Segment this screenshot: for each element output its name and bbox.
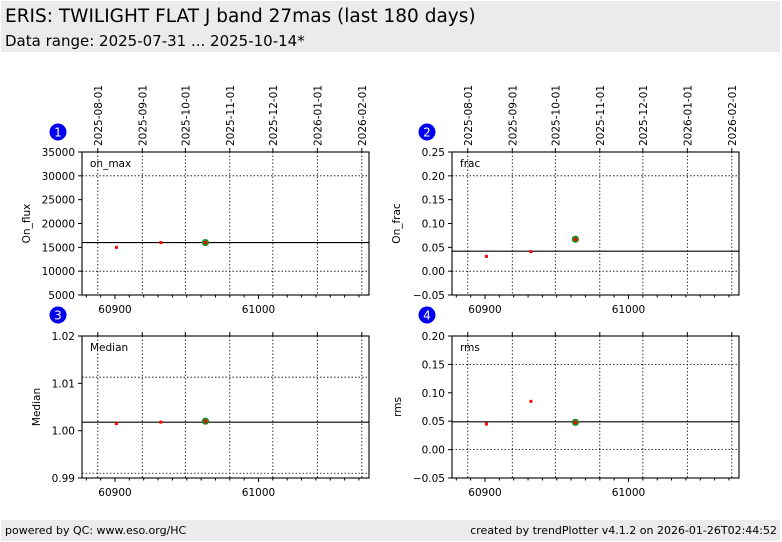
date-label: 2026-02-01 [357,85,369,146]
y-tick-label: 1.00 [52,426,75,438]
data-point [203,241,207,245]
y-tick-label: 0.10 [422,388,445,400]
y-tick-label: 1.02 [52,331,75,343]
data-point [573,237,577,241]
badge-number: 2 [423,126,431,140]
y-tick-label: 0.05 [422,242,445,254]
date-label: 2025-10-01 [550,85,562,146]
date-label: 2025-08-01 [93,85,105,146]
y-tick-label: 35000 [42,147,75,159]
badge-circle [418,306,436,324]
panel-number-badge: 2 [418,123,436,141]
date-label: 2025-09-01 [507,85,519,146]
x-tick-label: 61000 [242,487,275,499]
report-footer: powered by QC: www.eso.org/HC created by… [1,520,780,541]
report-header: ERIS: TWILIGHT FLAT J band 27mas (last 1… [1,1,780,52]
x-tick-label: 60900 [468,304,501,316]
data-point [529,250,533,254]
x-tick-label: 60900 [98,304,131,316]
y-tick-label: −0.05 [413,473,445,485]
panel-tag: Median [90,342,128,354]
date-label: 2025-12-01 [268,85,280,146]
y-tick-label: 0.15 [422,195,445,207]
x-tick-label: 60900 [468,487,501,499]
data-point [159,241,163,245]
data-point [573,420,577,424]
created-by: created by trendPlotter v4.1.2 on 2026-0… [470,524,777,537]
y-tick-label: 0.00 [422,445,445,457]
axes-frame [81,151,370,296]
y-tick-label: 0.25 [422,147,445,159]
y-axis-label: Median [31,388,43,426]
panel-number-badge: 3 [49,306,67,324]
x-tick-label: 61000 [612,304,645,316]
date-label: 2026-02-01 [727,85,739,146]
y-tick-label: 20000 [42,219,75,231]
data-point [114,245,118,249]
badge-circle [418,123,436,141]
data-point [484,254,488,258]
x-tick-label: 60900 [98,487,131,499]
y-tick-label: 0.20 [422,331,445,343]
data-range: Data range: 2025-07-31 ... 2025-10-14* [5,32,305,50]
badge-circle [49,306,67,324]
panel-number-badge: 4 [418,306,436,324]
y-tick-label: 0.10 [422,219,445,231]
panel-number-badge: 1 [49,123,67,141]
date-label: 2025-11-01 [595,85,607,146]
panel-tag: rms [460,342,480,354]
date-label: 2025-09-01 [137,85,149,146]
y-tick-label: 25000 [42,195,75,207]
y-tick-label: 1.01 [52,378,75,390]
x-tick-label: 61000 [612,487,645,499]
y-axis-label: rms [392,397,404,417]
data-point [159,420,163,424]
y-axis-label: On_flux [21,204,33,244]
powered-by: powered by QC: www.eso.org/HC [5,524,187,537]
panel-3: 60900 61000 1.02 1.01 1.00 0.99 Median Median 3 [31,306,370,499]
date-label: 2025-08-01 [463,85,475,146]
y-tick-label: 0.99 [52,473,75,485]
axes-frame [451,335,740,479]
y-tick-label: −0.05 [413,290,445,302]
badge-number: 3 [54,309,62,323]
date-label: 2025-10-01 [180,85,192,146]
date-label: 2026-01-01 [682,85,694,146]
y-axis-label: On_frac [391,203,403,244]
y-tick-label: 30000 [42,171,75,183]
axes-frame [81,335,370,479]
x-tick-label: 61000 [242,304,275,316]
panel-2: 2025-08-01 2025-09-01 2025-10-01 2025-11-01… [391,85,740,316]
date-label: 2025-11-01 [225,85,237,146]
badge-number: 4 [423,309,431,323]
panel-tag: frac [460,158,480,170]
y-tick-label: 15000 [42,242,75,254]
y-tick-label: 0.05 [422,416,445,428]
data-point [529,399,533,403]
y-tick-label: 5000 [48,290,75,302]
date-label: 2026-01-01 [312,85,324,146]
data-point [114,422,118,426]
y-tick-label: 0.15 [422,359,445,371]
y-tick-label: 0.20 [422,171,445,183]
y-tick-label: 10000 [42,266,75,278]
y-tick-label: 0.00 [422,266,445,278]
badge-circle [49,123,67,141]
badge-number: 1 [54,126,62,140]
panel-1: 2025-08-01 2025-09-01 2025-10-01 2025-11-01… [21,85,370,316]
axes-frame [451,151,740,296]
date-label: 2025-12-01 [638,85,650,146]
data-point [203,419,207,423]
data-point [484,422,488,426]
page-title: ERIS: TWILIGHT FLAT J band 27mas (last 1… [5,6,476,27]
panel-4: 60900 61000 0.20 0.15 0.10 0.05 0.00 −0.05 rms rm… [392,306,740,499]
panel-tag: on_max [90,158,131,170]
